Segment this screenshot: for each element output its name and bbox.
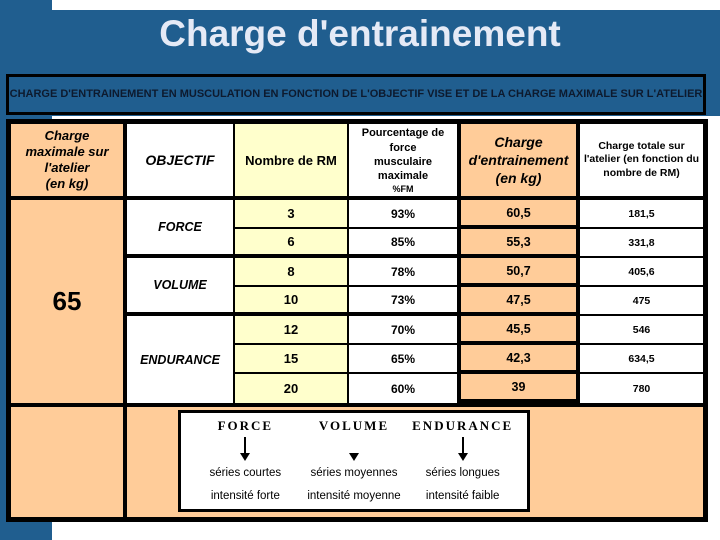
diagram-series-label: séries moyennes [310, 467, 398, 479]
diagram-intensity-label: intensité forte [210, 490, 280, 502]
down-arrowhead-icon [349, 435, 359, 461]
objectif-group-volume: VOLUME [127, 258, 233, 316]
header-charge-totale: Charge totale sur l'atelier (en fonction… [580, 124, 703, 200]
diagram-column-volume: VOLUME séries moyennes intensité moyenne [300, 418, 409, 509]
column-charge-maximale: Charge maximale sur l'atelier (en kg) 65 [11, 124, 127, 403]
down-arrow-icon [457, 435, 468, 461]
objectif-group-endurance: ENDURANCE [140, 352, 220, 367]
header-nombre-rm: Nombre de RM [235, 124, 347, 200]
background-top-band [0, 10, 720, 116]
subtitle-box: CHARGE D'ENTRAINEMENT EN MUSCULATION EN … [6, 74, 706, 115]
column-objectif: OBJECTIF FORCE VOLUME ENDURANCE [127, 124, 235, 403]
pct-cell: 93% [349, 200, 457, 229]
diagram-column-endurance: ENDURANCE séries longues intensité faibl… [408, 418, 517, 509]
total-cell: 181,5 [580, 200, 703, 229]
header-charge-entrainement: Charge d'entrainement (en kg) [461, 124, 576, 200]
slide-title: Charge d'entrainement [159, 13, 561, 54]
charge-cell: 55,3 [461, 229, 576, 258]
charge-cell: 47,5 [461, 287, 576, 316]
diagram-intensity-label: intensité moyenne [307, 490, 401, 502]
bottom-cell-charge-maximale [11, 407, 127, 517]
diagram-series-label: séries longues [425, 467, 500, 479]
subtitle-text: CHARGE D'ENTRAINEMENT EN MUSCULATION EN … [9, 87, 703, 100]
charge-cell: 60,5 [461, 200, 576, 229]
pct-cell: 60% [390, 381, 416, 396]
charge-cell: 39 [461, 374, 576, 403]
rm-cell: 10 [235, 287, 347, 316]
rm-cell: 20 [283, 381, 299, 396]
total-cell: 634,5 [580, 345, 703, 374]
diagram-series-label: séries courtes [209, 467, 282, 479]
diagram-title-volume: VOLUME [318, 418, 390, 433]
total-cell: 405,6 [580, 258, 703, 287]
total-cell: 331,8 [580, 229, 703, 258]
charge-cell: 42,3 [461, 345, 576, 374]
header-fm-abbrev: %FM [392, 183, 414, 194]
training-load-table: Charge maximale sur l'atelier (en kg) 65… [6, 119, 708, 522]
column-charge-entrainement: Charge d'entrainement (en kg) 60,5 55,3 50… [461, 124, 580, 403]
diagram-intensity-label: intensité faible [425, 490, 500, 502]
column-charge-totale: Charge totale sur l'atelier (en fonction… [580, 124, 703, 403]
objectif-diagram: FORCE séries courtes intensité forte VOL… [178, 410, 530, 512]
pct-cell: 70% [349, 316, 457, 345]
pct-cell: 65% [349, 345, 457, 374]
pct-cell: 85% [349, 229, 457, 258]
header-charge-maximale: Charge maximale sur l'atelier (en kg) [11, 124, 123, 200]
header-pourcentage-line: Pourcentage de force musculaire maximale [361, 127, 445, 183]
diagram-title-endurance: ENDURANCE [412, 418, 514, 433]
rm-cell: 12 [235, 316, 347, 345]
pct-cell: 78% [349, 258, 457, 287]
charge-cell: 50,7 [461, 258, 576, 287]
pct-cell: 73% [349, 287, 457, 316]
rm-cell: 3 [235, 200, 347, 229]
total-cell: 546 [580, 316, 703, 345]
header-pourcentage-fm: Pourcentage de force musculaire maximale… [349, 124, 457, 200]
rm-cell: 15 [235, 345, 347, 374]
objectif-group-force: FORCE [127, 200, 233, 258]
down-arrow-icon [240, 435, 251, 461]
diagram-column-force: FORCE séries courtes intensité forte [191, 418, 300, 509]
total-cell: 475 [580, 287, 703, 316]
rm-cell: 6 [235, 229, 347, 258]
diagram-title-force: FORCE [217, 418, 274, 433]
rm-cell: 8 [235, 258, 347, 287]
column-pourcentage-fm: Pourcentage de force musculaire maximale… [349, 124, 461, 403]
header-objectif: OBJECTIF [127, 124, 233, 200]
column-nombre-rm: Nombre de RM 3 6 8 10 12 15 20 [235, 124, 349, 403]
table-grid: Charge maximale sur l'atelier (en kg) 65… [11, 124, 703, 407]
total-cell: 780 [632, 382, 651, 395]
charge-maximale-value: 65 [52, 286, 82, 316]
charge-cell: 45,5 [461, 316, 576, 345]
bottom-merged-cell: FORCE séries courtes intensité forte VOL… [127, 407, 703, 517]
table-bottom-row: FORCE séries courtes intensité forte VOL… [11, 407, 703, 517]
